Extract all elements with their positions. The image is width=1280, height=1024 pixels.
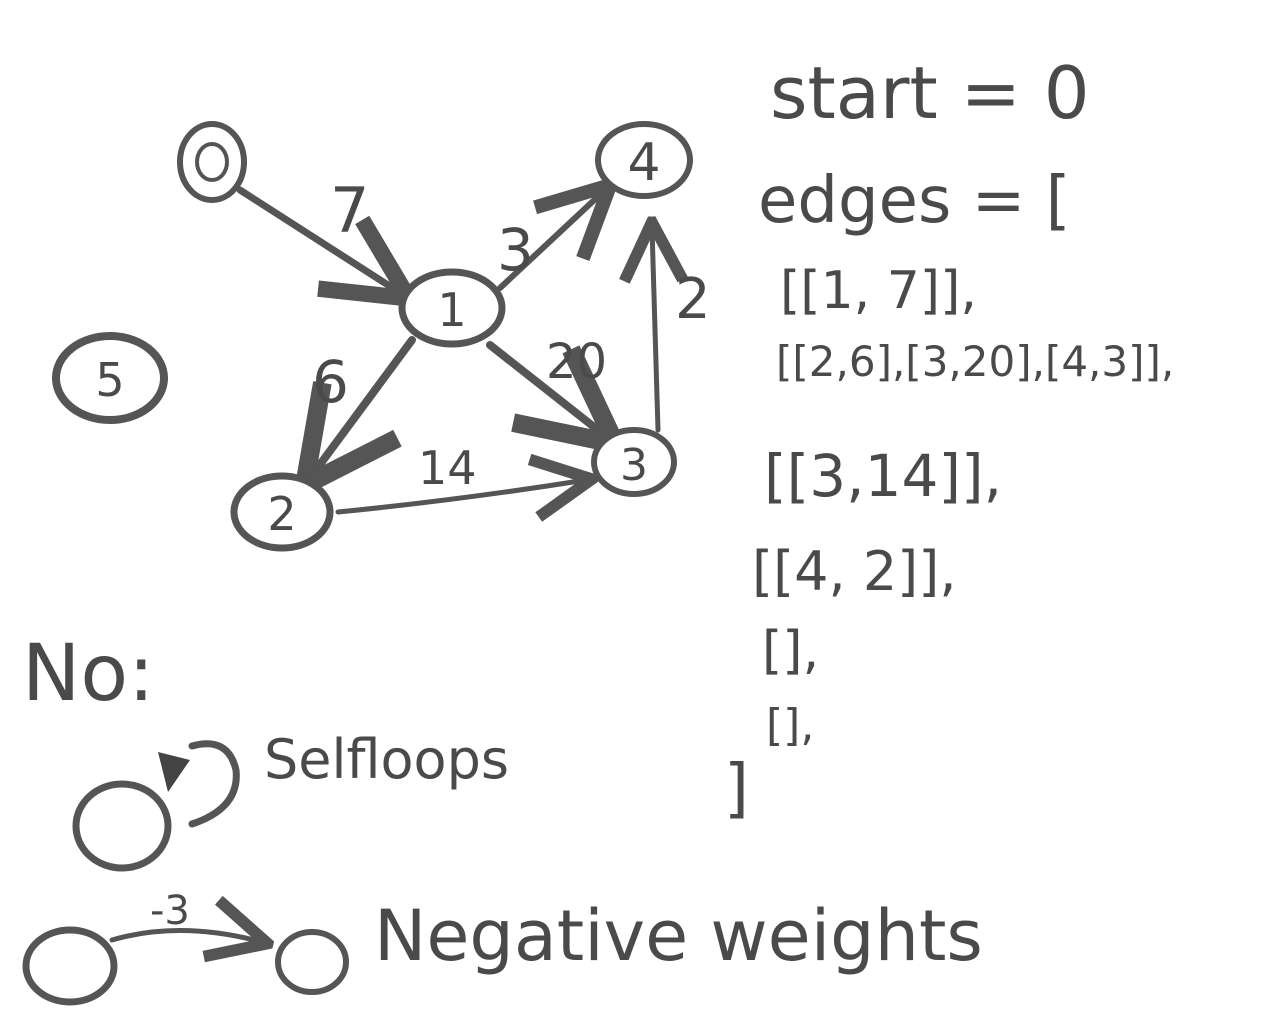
- node-1-label: 1: [437, 283, 466, 337]
- negative-weight-icon: [22, 930, 349, 1006]
- selfloop-icon: [72, 740, 240, 872]
- negative-weights-text: Negative weights: [374, 895, 983, 977]
- code-listing: start = 0 edges = [ [[1, 7]], [[2,6],[3,…: [724, 51, 1174, 826]
- weight-3-4: 2: [675, 267, 711, 332]
- selfloops-label: Selfloops: [264, 728, 509, 791]
- edge-3-4: [652, 228, 658, 433]
- notes-heading: No:: [22, 629, 154, 719]
- node-5: 5: [52, 332, 168, 424]
- edges-row-1: [[2,6],[3,20],[4,3]],: [776, 337, 1174, 386]
- negative-weight-label: -3: [150, 888, 190, 934]
- weight-0-1: 7: [330, 174, 369, 247]
- node-5-label: 5: [95, 353, 124, 407]
- weight-1-4: 3: [497, 216, 534, 284]
- edges-row-2: [[3,14]],: [764, 442, 1002, 510]
- edges-row-0: [[1, 7]],: [780, 261, 977, 321]
- node-3-label: 3: [620, 440, 648, 491]
- edges-row-3: [[4, 2]],: [752, 540, 956, 603]
- node-4: 4: [595, 121, 693, 199]
- node-3: 3: [591, 427, 677, 497]
- edge-1-3: [486, 341, 608, 438]
- notes: No: Selfloops -3 Negative weights: [22, 629, 983, 1006]
- nodes-layer: 1 2 3 4 5: [52, 121, 693, 552]
- edges-layer: [236, 186, 658, 512]
- edges-close-line: ]: [724, 752, 749, 826]
- edge-0-1: [236, 186, 402, 294]
- start-line: start = 0: [770, 51, 1090, 135]
- weight-2-3: 14: [418, 441, 477, 495]
- edge-weights: 7 3 6 20 14 2: [312, 174, 711, 495]
- node-2: 2: [230, 472, 334, 552]
- node-0: [177, 121, 247, 203]
- edge-1-4: [497, 190, 605, 291]
- node-1: 1: [398, 268, 506, 348]
- weight-1-2: 6: [312, 348, 349, 416]
- node-2-label: 2: [267, 487, 296, 541]
- edge-2-3: [335, 480, 586, 512]
- weight-1-3: 20: [546, 334, 607, 390]
- edges-row-4: [],: [762, 621, 819, 681]
- node-4-label: 4: [627, 133, 660, 193]
- edges-open-line: edges = [: [758, 164, 1071, 238]
- edges-row-5: [],: [766, 700, 814, 751]
- edge-1-2: [310, 336, 416, 478]
